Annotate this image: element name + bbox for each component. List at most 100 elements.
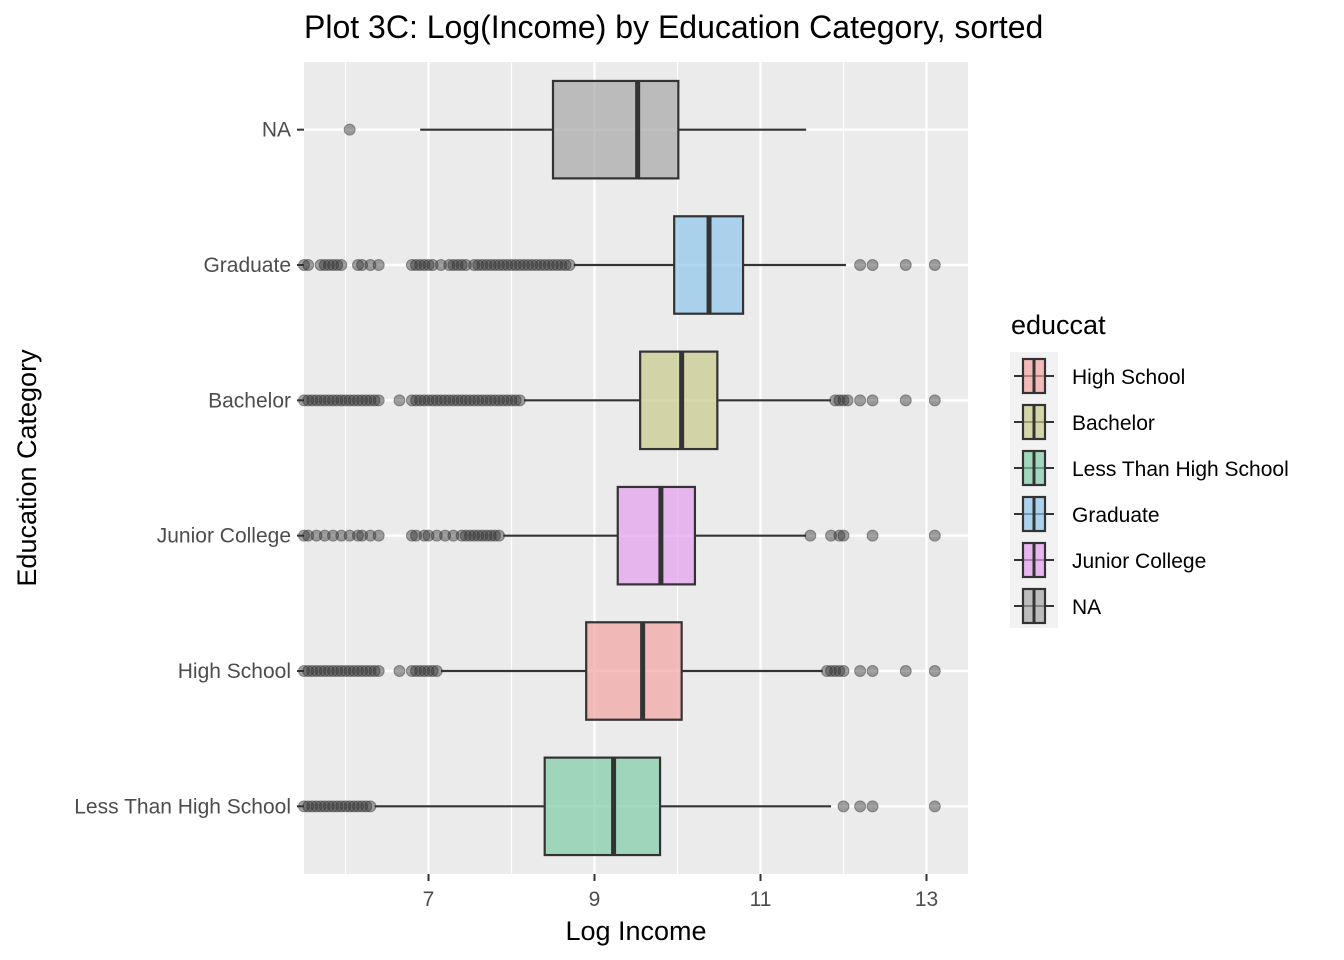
outlier-point [513,259,526,271]
outlier-point [351,800,364,813]
outlier-point [327,800,340,813]
outlier-point [434,259,447,271]
outlier-point [364,259,377,271]
outlier-point [833,529,846,542]
outlier-point [351,665,364,677]
outlier-point [327,259,340,271]
outlier-point [526,259,539,271]
outlier-point [314,259,327,271]
outlier-point [310,665,323,677]
outlier-point [405,665,418,677]
outlier-point [351,259,364,271]
outlier-point [356,800,369,813]
plot-panel [304,62,968,874]
outlier-point [322,259,335,271]
outlier-point [331,259,344,271]
outlier-point [351,529,364,542]
x-axis: 7 9 11 13 [423,874,938,911]
y-tick-label: Graduate [203,254,291,277]
legend-label: NA [1072,596,1101,619]
outlier-point [488,394,501,407]
outlier-point [509,259,522,271]
outlier-point [468,394,481,407]
outlier-point [455,394,468,407]
outlier-point [825,665,838,677]
outlier-point [339,394,352,407]
outlier-point [555,259,568,271]
iqr-box [585,621,683,721]
outlier-point [360,800,373,813]
outlier-point [430,529,443,542]
outlier-point [522,259,535,271]
outlier-point [310,529,323,542]
outlier-point [331,800,344,813]
outlier-point [368,665,381,677]
outlier-point [364,394,377,407]
outlier-point [497,259,510,271]
outlier-point [322,394,335,407]
outlier-point [405,259,418,271]
x-tick-label: 9 [589,888,601,911]
outlier-point [837,394,850,407]
outlier-point [928,259,941,271]
outlier-point [825,529,838,542]
outlier-point [899,394,912,407]
outlier-point [459,394,472,407]
outlier-point [484,529,497,542]
legend-label: Bachelor [1072,412,1155,435]
outlier-point [322,665,335,677]
outlier-point [497,394,510,407]
outlier-point [343,665,356,677]
outlier-point [331,394,344,407]
outlier-point [335,529,348,542]
outlier-point [310,800,323,813]
outlier-point [829,665,842,677]
outlier-point [455,529,468,542]
outlier-point [418,394,431,407]
outlier-point [314,394,327,407]
outlier-point [318,259,331,271]
outlier-point [480,259,493,271]
outlier-point [322,800,335,813]
outlier-point [480,529,493,542]
outlier-point [410,259,423,271]
chart-title: Plot 3C: Log(Income) by Education Catego… [304,9,1043,45]
outlier-point [928,800,941,813]
outlier-point [447,259,460,271]
x-tick-label: 7 [423,888,435,911]
y-tick-label: NA [262,119,291,142]
outlier-point [542,259,555,271]
outlier-point [472,259,485,271]
outlier-point [364,665,377,677]
legend-item: NA [1014,587,1101,625]
outlier-point [559,259,572,271]
outlier-point [820,665,833,677]
outlier-point [314,800,327,813]
outlier-point [866,800,879,813]
outlier-point [418,665,431,677]
outlier-point [451,394,464,407]
legend: educcat High School Bachelor Less Than Hig… [1010,310,1289,628]
outlier-point [464,529,476,542]
legend-item: Junior College [1014,541,1206,579]
outlier-point [447,529,460,542]
y-tick-label: Less Than High School [74,795,291,818]
outlier-point [414,665,427,677]
outlier-point [314,665,327,677]
outlier-point [476,259,489,271]
outlier-point [410,665,423,677]
outlier-point [306,665,319,677]
outlier-point [331,665,344,677]
legend-key-background [1010,352,1058,628]
outlier-point [837,800,850,813]
outlier-point [447,394,460,407]
outlier-point [501,259,514,271]
box-group [298,756,941,857]
outlier-point [534,259,547,271]
outlier-point [547,259,559,271]
outlier-point [347,394,360,407]
outlier-point [451,259,464,271]
outlier-point [430,394,443,407]
outlier-point [513,394,526,407]
outlier-point [426,665,439,677]
